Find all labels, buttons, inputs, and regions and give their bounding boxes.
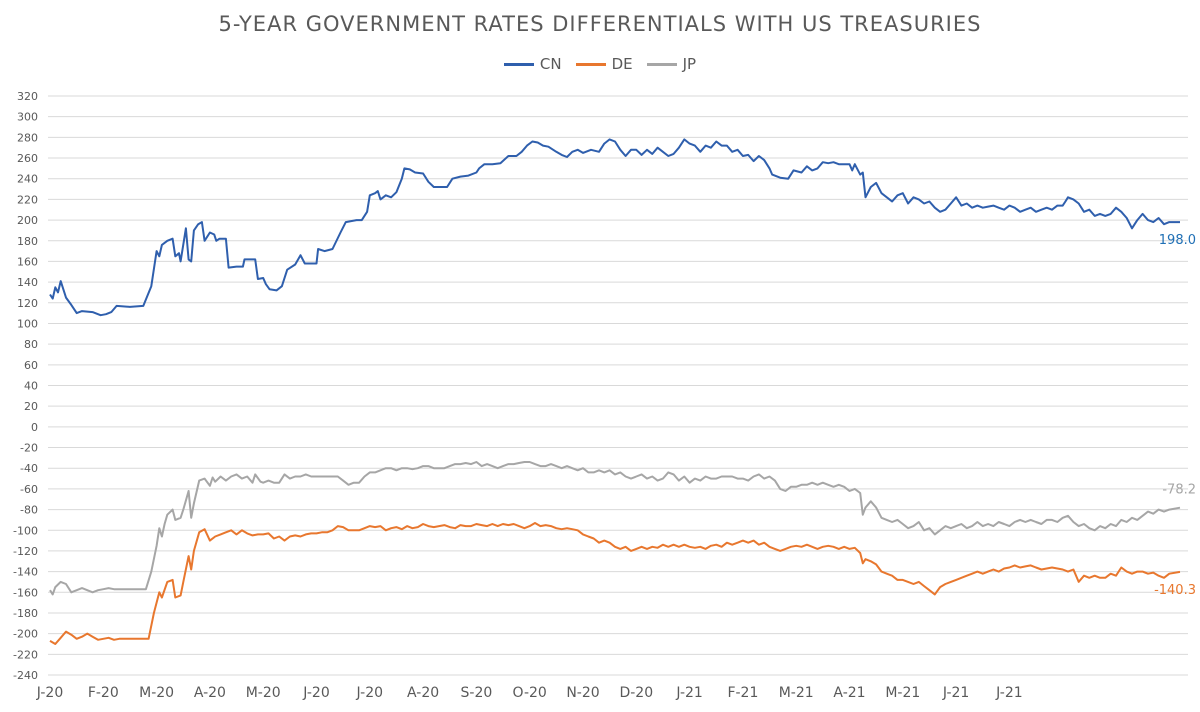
x-tick-label: F-20 xyxy=(88,685,119,701)
y-tick-label: -80 xyxy=(20,504,38,517)
series-line-cn xyxy=(49,138,1180,317)
x-tick-label: S-20 xyxy=(461,685,493,701)
y-tick-label: -120 xyxy=(13,545,38,558)
series-line-jp xyxy=(49,461,1181,596)
x-tick-label: A-20 xyxy=(407,685,439,701)
y-tick-label: 20 xyxy=(24,400,38,413)
x-tick-label: M-21 xyxy=(885,685,920,701)
y-tick-label: 300 xyxy=(17,111,38,124)
x-tick-label: O-20 xyxy=(513,685,547,701)
y-tick-label: -140 xyxy=(13,566,38,579)
legend: CN DE JP xyxy=(0,55,1200,73)
end-label-de: -140.3 xyxy=(1154,583,1196,598)
y-tick-label: 80 xyxy=(24,338,38,351)
y-tick-label: 100 xyxy=(17,317,38,330)
y-tick-label: 120 xyxy=(17,297,38,310)
legend-item-jp: JP xyxy=(646,55,697,73)
x-tick-label: J-21 xyxy=(675,685,703,701)
y-tick-label: 220 xyxy=(17,193,38,206)
x-tick-label: M-21 xyxy=(779,685,814,701)
x-tick-label: F-21 xyxy=(727,685,758,701)
x-tick-label: A-20 xyxy=(194,685,226,701)
x-tick-label: A-21 xyxy=(833,685,865,701)
y-tick-label: 240 xyxy=(17,173,38,186)
end-label-cn: 198.0 xyxy=(1159,233,1196,248)
legend-swatch-cn xyxy=(503,62,534,66)
legend-item-cn: CN xyxy=(503,55,562,73)
y-tick-label: -180 xyxy=(13,607,38,620)
legend-label-jp: JP xyxy=(682,55,697,73)
end-label-jp: -78.2 xyxy=(1162,483,1196,498)
y-tick-label: -200 xyxy=(13,628,38,641)
legend-item-de: DE xyxy=(575,55,633,73)
legend-swatch-jp xyxy=(646,62,677,66)
y-tick-label: 320 xyxy=(17,90,38,103)
x-tick-label: N-20 xyxy=(566,685,599,701)
y-tick-label: 60 xyxy=(24,359,38,372)
y-tick-label: 140 xyxy=(17,276,38,289)
y-tick-label: 180 xyxy=(17,235,38,248)
y-tick-label: -100 xyxy=(13,524,38,537)
x-tick-label: J-21 xyxy=(995,685,1023,701)
y-tick-label: -60 xyxy=(20,483,38,496)
y-tick-label: -20 xyxy=(20,442,38,455)
legend-label-cn: CN xyxy=(539,55,562,73)
y-tick-label: 160 xyxy=(17,255,38,268)
chart-title: 5-YEAR GOVERNMENT RATES DIFFERENTIALS WI… xyxy=(218,12,982,36)
x-tick-label: J-20 xyxy=(356,685,384,701)
y-tick-label: 200 xyxy=(17,214,38,227)
y-tick-label: 40 xyxy=(24,380,38,393)
y-tick-label: -40 xyxy=(20,462,38,475)
y-tick-label: -220 xyxy=(13,648,38,661)
x-tick-label: J-20 xyxy=(302,685,330,701)
y-tick-label: 280 xyxy=(17,131,38,144)
y-tick-label: 260 xyxy=(17,152,38,165)
x-tick-label: D-20 xyxy=(619,685,653,701)
series-line-de xyxy=(49,522,1181,645)
y-tick-label: -240 xyxy=(13,669,38,682)
x-tick-label: J-20 xyxy=(36,685,64,701)
y-tick-label: -160 xyxy=(13,586,38,599)
legend-label-de: DE xyxy=(611,55,633,73)
y-tick-label: 0 xyxy=(31,421,38,434)
x-tick-label: M-20 xyxy=(246,685,281,701)
legend-swatch-de xyxy=(575,62,606,66)
x-tick-label: M-20 xyxy=(139,685,174,701)
x-tick-label: J-21 xyxy=(942,685,970,701)
